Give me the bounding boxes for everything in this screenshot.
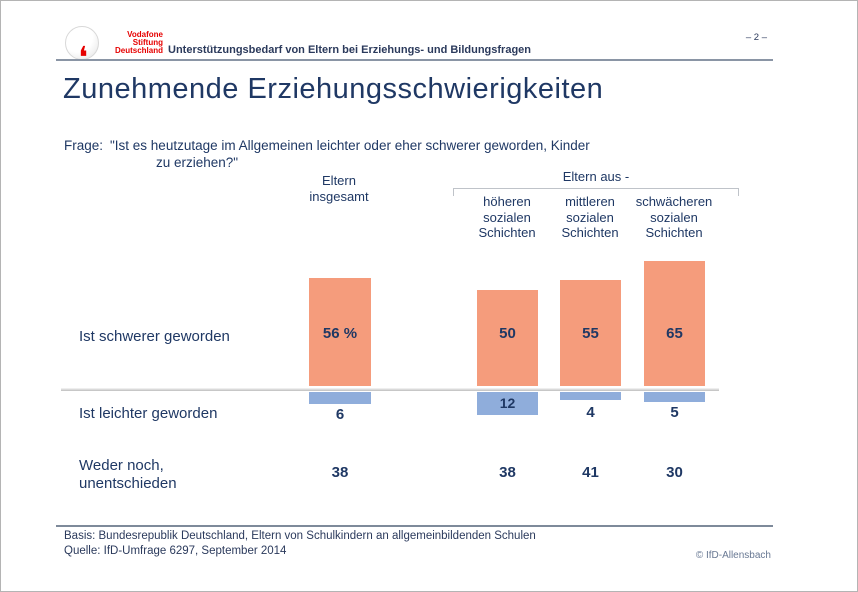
column-header-total: Eltern insgesamt: [309, 173, 369, 204]
value-schwerer-schwaechere: 65: [666, 325, 683, 342]
group-bracket: [453, 188, 739, 196]
bar-schwerer-hoehere: [477, 290, 538, 386]
value-weder-schwaechere: 30: [666, 464, 683, 481]
bar-schwerer-insgesamt: [309, 278, 371, 386]
bar-schwerer-mittlere: [560, 280, 621, 386]
value-weder-mittlere: 41: [582, 464, 599, 481]
row-label-schwerer: Ist schwerer geworden: [79, 328, 230, 345]
value-weder-hoehere: 38: [499, 464, 516, 481]
column-group-header: Eltern aus -: [562, 169, 630, 184]
value-weder-insgesamt: 38: [331, 464, 349, 481]
footer-copyright: © IfD-Allensbach: [695, 550, 771, 561]
row-label-leichter: Ist leichter geworden: [79, 405, 218, 422]
footer-basis: Basis: Bundesrepublik Deutschland, Elter…: [64, 530, 536, 542]
footer-quelle: Quelle: IfD-Umfrage 6297, September 2014: [64, 545, 287, 557]
question-label: Frage:: [64, 138, 104, 153]
bar-schwerer-schwaechere: [644, 261, 705, 386]
value-schwerer-mittlere: 55: [582, 325, 599, 342]
value-leichter-mittlere: 4: [586, 404, 595, 421]
vodafone-logo-text: Vodafone Stiftung Deutschland: [114, 30, 163, 55]
value-leichter-insgesamt: 6: [335, 406, 345, 423]
footer-rule: [56, 525, 773, 527]
slide-title: Zunehmende Erziehungsschwierigkeiten: [63, 73, 604, 105]
bar-leichter-schwaechere: [644, 392, 705, 402]
header-rule: [56, 59, 773, 61]
page-number: – 2 –: [745, 32, 767, 43]
value-leichter-schwaechere: 5: [670, 404, 679, 421]
value-leichter-hoehere: 12: [499, 395, 516, 411]
vodafone-speechmark-icon: ❜: [78, 26, 88, 61]
bar-leichter-mittlere: [560, 392, 621, 400]
bar-leichter-hoehere: [477, 392, 538, 415]
chart-baseline: [61, 388, 719, 391]
value-schwerer-insgesamt: 56 %: [322, 325, 358, 342]
value-schwerer-hoehere: 50: [499, 325, 516, 342]
question-line1: "Ist es heutzutage im Allgemeinen leicht…: [110, 138, 590, 153]
bar-leichter-insgesamt: [309, 392, 371, 404]
vodafone-logo: ❜: [65, 26, 99, 61]
question-lines: "Ist es heutzutage im Allgemeinen leicht…: [110, 137, 590, 171]
row-label-weder-noch: Weder noch, unentschieden: [79, 457, 177, 492]
question-line2: zu erziehen?": [156, 155, 239, 170]
header-subtitle: Unterstützungsbedarf von Eltern bei Erzi…: [168, 44, 532, 56]
question-text: Frage: "Ist es heutzutage im Allgemeinen…: [64, 137, 590, 171]
column-header-mittlere: mittleren sozialen Schichten: [561, 194, 619, 240]
column-header-schwaechere: schwächeren sozialen Schichten: [635, 194, 713, 240]
column-header-hoehere: höheren sozialen Schichten: [478, 194, 536, 240]
